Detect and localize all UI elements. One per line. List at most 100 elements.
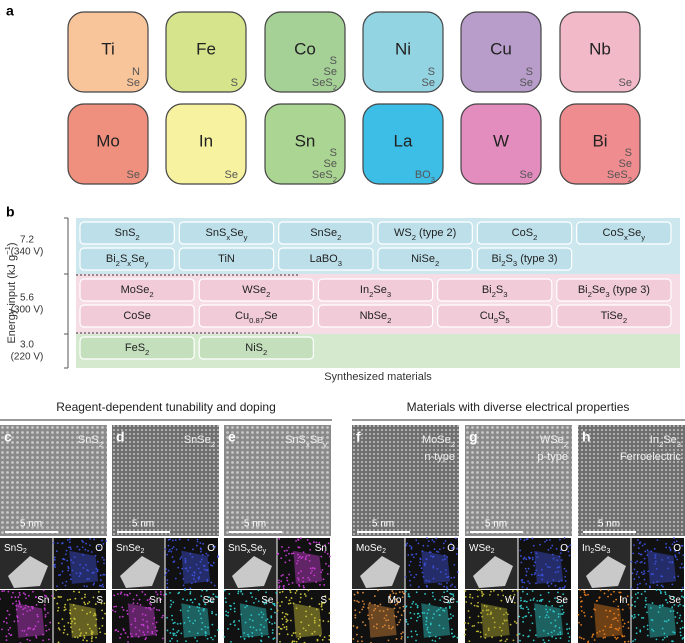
eds-dot xyxy=(362,606,365,608)
eds-dot xyxy=(612,618,615,621)
eds-dot xyxy=(547,591,550,594)
eds-dot xyxy=(432,595,434,598)
eds-dot xyxy=(225,614,228,617)
eds-dot xyxy=(103,602,106,605)
text-part: Bi xyxy=(106,253,116,265)
eds-dot xyxy=(567,640,570,642)
text-part: Bi xyxy=(578,284,588,296)
eds-dot xyxy=(613,617,616,620)
eds-dot xyxy=(660,584,663,587)
subscript: x xyxy=(247,548,251,555)
eds-dot xyxy=(561,613,564,615)
eds-dot xyxy=(533,573,536,576)
element-note: S xyxy=(526,66,533,78)
eds-dot xyxy=(451,583,454,586)
eds-dot xyxy=(675,540,678,543)
eds-dot xyxy=(91,636,94,638)
eds-dot xyxy=(244,606,247,609)
text-part: Se xyxy=(619,158,632,170)
eds-dot xyxy=(89,537,92,540)
eds-dot xyxy=(441,595,444,598)
eds-dot xyxy=(120,591,123,594)
eds-dot xyxy=(146,631,149,633)
eds-dot xyxy=(550,622,552,624)
eds-dot xyxy=(283,626,286,629)
eds-dot xyxy=(655,638,658,641)
text-part: Bi xyxy=(482,284,492,296)
eds-dot xyxy=(180,632,183,635)
eds-dot xyxy=(539,543,541,546)
eds-dot xyxy=(9,626,12,629)
eds-dot xyxy=(515,622,518,624)
eds-dot xyxy=(238,619,241,622)
eds-dot xyxy=(190,582,193,585)
eds-dot xyxy=(422,575,425,578)
eds-dot xyxy=(681,626,684,629)
eds-dot xyxy=(633,544,635,547)
subscript: 2 xyxy=(590,548,594,555)
eds-dot xyxy=(248,635,250,638)
eds-dot xyxy=(93,612,96,615)
eds-dot xyxy=(58,596,61,598)
eds-dot xyxy=(619,595,622,598)
element-tile xyxy=(460,11,542,93)
eds-dot xyxy=(409,579,411,582)
eds-dot xyxy=(172,634,175,637)
eds-dot xyxy=(464,633,467,636)
eds-dot xyxy=(464,590,467,592)
eds-dot xyxy=(643,625,645,628)
text-part: Se xyxy=(203,595,216,606)
eds-dot xyxy=(501,589,504,592)
eds-dot xyxy=(316,638,319,641)
material-label: MoSe2 xyxy=(422,434,455,449)
eds-dot xyxy=(26,610,29,613)
eds-dot xyxy=(562,593,565,596)
eds-dot xyxy=(500,629,503,632)
eds-dot xyxy=(487,627,490,630)
eds-dot xyxy=(295,562,298,565)
eds-dot xyxy=(682,566,685,569)
eds-dot xyxy=(302,576,304,579)
haadf-flake xyxy=(232,556,272,588)
text-part: MoSe xyxy=(121,284,150,296)
text-part: N xyxy=(132,66,140,78)
eds-dot xyxy=(42,639,44,642)
text-part: SnSe xyxy=(310,227,337,239)
eds-dot xyxy=(237,590,240,593)
eds-dot xyxy=(431,617,434,619)
subscript: 3 xyxy=(513,259,517,268)
eds-dot xyxy=(665,546,668,549)
tier-voltage: (220 V) xyxy=(11,352,44,363)
eds-dot xyxy=(381,625,384,628)
eds-dot xyxy=(525,574,528,577)
subscript: 2 xyxy=(140,548,144,555)
eds-dot xyxy=(505,611,508,614)
subscript: 2 xyxy=(266,290,270,299)
eds-dot xyxy=(163,594,165,596)
eds-dot xyxy=(403,610,405,612)
eds-dot xyxy=(448,601,451,604)
eds-map xyxy=(0,589,54,643)
eds-dot xyxy=(93,538,96,541)
eds-dot xyxy=(536,556,539,559)
eds-dot xyxy=(562,601,565,604)
eds-dot xyxy=(196,544,198,547)
eds-dot xyxy=(424,593,426,595)
eds-dot xyxy=(206,580,209,583)
eds-dot xyxy=(444,540,447,542)
eds-dot xyxy=(435,537,438,540)
eds-dot xyxy=(638,552,640,555)
element-tile xyxy=(559,11,641,93)
eds-dot xyxy=(547,632,550,635)
eds-dot xyxy=(241,593,244,595)
eds-dot xyxy=(280,575,283,577)
eds-dot xyxy=(520,561,523,564)
eds-dot xyxy=(464,621,467,624)
eds-dot xyxy=(632,640,634,643)
eds-dot xyxy=(671,543,674,546)
eds-background xyxy=(277,590,330,643)
eds-dot xyxy=(509,623,512,626)
text-part: In xyxy=(619,595,627,606)
eds-dot xyxy=(400,637,403,640)
eds-dot xyxy=(87,550,89,552)
